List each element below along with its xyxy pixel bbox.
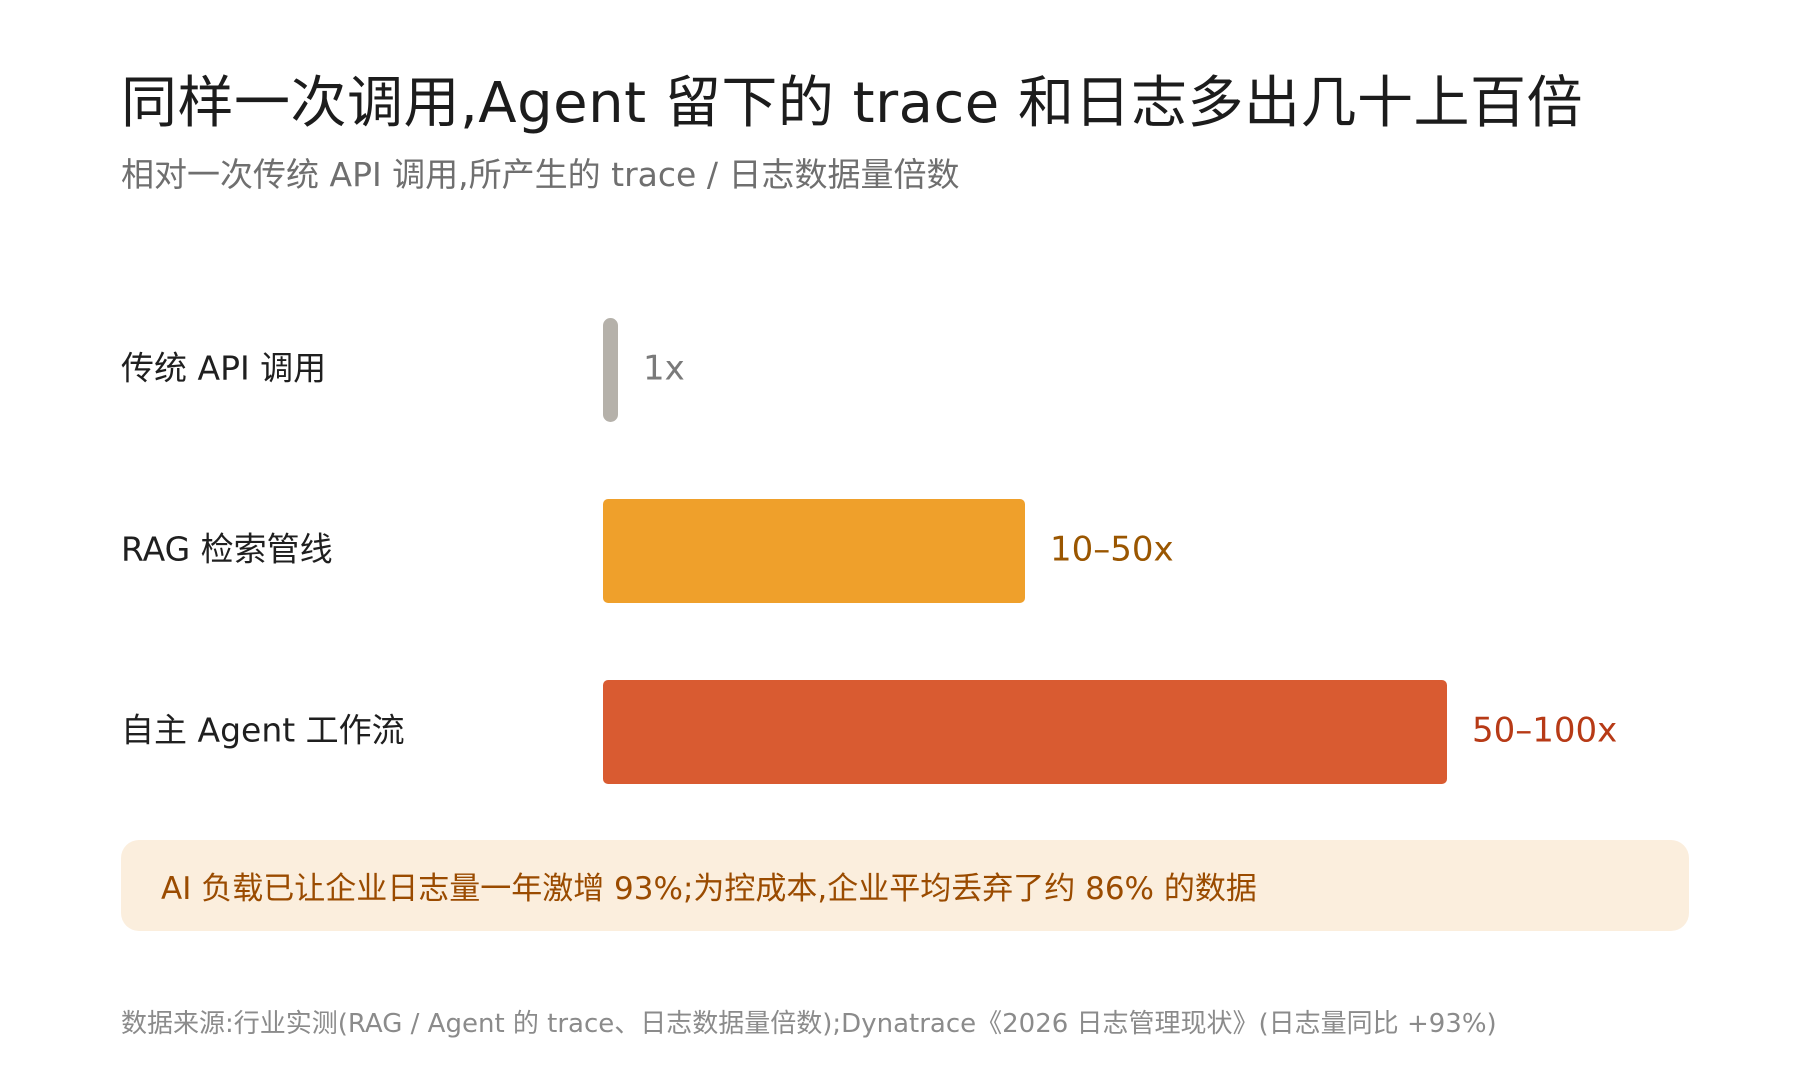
chart-subtitle: 相对一次传统 API 调用,所产生的 trace / 日志数据量倍数 (121, 155, 960, 194)
chart-title: 同样一次调用,Agent 留下的 trace 和日志多出几十上百倍 (121, 71, 1583, 136)
category-label: RAG 检索管线 (121, 530, 333, 569)
value-label: 10–50x (1050, 530, 1174, 570)
bar (603, 499, 1025, 603)
category-label: 自主 Agent 工作流 (121, 711, 405, 750)
callout-text: AI 负载已让企业日志量一年激增 93%;为控成本,企业平均丢弃了约 86% 的… (161, 871, 1257, 907)
category-label: 传统 API 调用 (121, 349, 326, 388)
value-label: 50–100x (1472, 711, 1617, 751)
bar (603, 680, 1447, 784)
source-note: 数据来源:行业实测(RAG / Agent 的 trace、日志数据量倍数);D… (121, 1009, 1497, 1039)
callout-box: AI 负载已让企业日志量一年激增 93%;为控成本,企业平均丢弃了约 86% 的… (121, 840, 1689, 931)
value-label: 1x (643, 349, 685, 389)
bar (603, 318, 618, 422)
